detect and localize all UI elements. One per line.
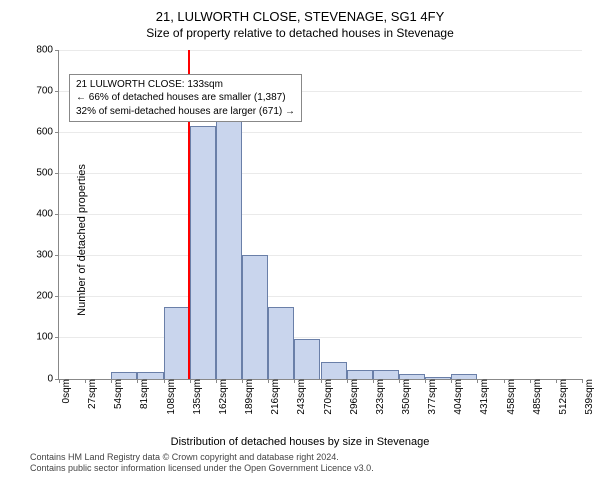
x-tick-label: 216sqm xyxy=(266,379,281,415)
x-tick-label: 377sqm xyxy=(423,379,438,415)
footer-line-1: Contains HM Land Registry data © Crown c… xyxy=(30,452,590,463)
histogram-bar xyxy=(137,372,163,378)
x-tick-label: 189sqm xyxy=(240,379,255,415)
histogram-bar xyxy=(399,374,425,378)
gridline xyxy=(59,132,582,133)
footer-line-2: Contains public sector information licen… xyxy=(30,463,590,474)
address-title: 21, LULWORTH CLOSE, STEVENAGE, SG1 4FY xyxy=(10,8,590,26)
y-tick-label: 500 xyxy=(36,167,59,178)
y-tick-label: 100 xyxy=(36,332,59,343)
plot-region: 01002003004005006007008000sqm27sqm54sqm8… xyxy=(58,50,582,380)
y-tick-label: 300 xyxy=(36,250,59,261)
x-tick-label: 350sqm xyxy=(397,379,412,415)
y-tick-label: 800 xyxy=(36,44,59,55)
x-tick-label: 539sqm xyxy=(580,379,595,415)
x-tick-label: 162sqm xyxy=(214,379,229,415)
histogram-bar xyxy=(216,109,242,378)
chart-area: Number of detached properties 0100200300… xyxy=(10,44,590,436)
chart-subtitle: Size of property relative to detached ho… xyxy=(10,26,590,40)
x-tick-label: 512sqm xyxy=(554,379,569,415)
histogram-bar xyxy=(190,126,216,379)
histogram-bar xyxy=(164,307,190,379)
x-tick-label: 54sqm xyxy=(109,379,124,409)
histogram-bar xyxy=(347,370,373,378)
gridline xyxy=(59,50,582,51)
y-tick-label: 400 xyxy=(36,209,59,220)
y-tick-label: 200 xyxy=(36,291,59,302)
gridline xyxy=(59,173,582,174)
gridline xyxy=(59,255,582,256)
y-tick-label: 700 xyxy=(36,85,59,96)
annotation-line-2: ← 66% of detached houses are smaller (1,… xyxy=(76,91,295,105)
histogram-bar xyxy=(242,255,268,378)
gridline xyxy=(59,337,582,338)
x-tick-label: 243sqm xyxy=(292,379,307,415)
x-tick-label: 27sqm xyxy=(83,379,98,409)
annotation-box: 21 LULWORTH CLOSE: 133sqm ← 66% of detac… xyxy=(69,74,302,123)
x-axis-label: Distribution of detached houses by size … xyxy=(10,436,590,448)
x-tick-label: 270sqm xyxy=(319,379,334,415)
gridline xyxy=(59,296,582,297)
gridline xyxy=(59,214,582,215)
footer-attribution: Contains HM Land Registry data © Crown c… xyxy=(10,452,590,475)
x-tick-label: 485sqm xyxy=(528,379,543,415)
histogram-bar xyxy=(268,307,294,379)
x-tick-label: 431sqm xyxy=(475,379,490,415)
chart-container: 21, LULWORTH CLOSE, STEVENAGE, SG1 4FY S… xyxy=(0,0,600,500)
histogram-bar xyxy=(373,370,399,378)
histogram-bar xyxy=(451,374,477,378)
x-tick-label: 323sqm xyxy=(371,379,386,415)
annotation-line-1: 21 LULWORTH CLOSE: 133sqm xyxy=(76,78,295,92)
x-tick-label: 0sqm xyxy=(57,379,72,403)
histogram-bar xyxy=(321,362,347,378)
histogram-bar xyxy=(294,339,320,378)
x-tick-label: 108sqm xyxy=(162,379,177,415)
histogram-bar xyxy=(111,372,137,378)
x-tick-label: 404sqm xyxy=(449,379,464,415)
x-tick-label: 296sqm xyxy=(345,379,360,415)
x-tick-label: 81sqm xyxy=(135,379,150,409)
annotation-line-3: 32% of semi-detached houses are larger (… xyxy=(76,105,295,119)
y-tick-label: 600 xyxy=(36,126,59,137)
x-tick-label: 135sqm xyxy=(188,379,203,415)
x-tick-label: 458sqm xyxy=(502,379,517,415)
